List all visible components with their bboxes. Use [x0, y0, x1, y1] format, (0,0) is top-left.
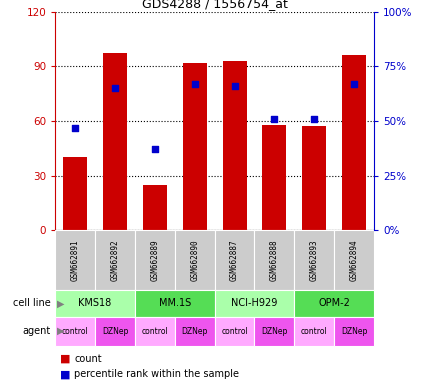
Point — [191, 81, 198, 87]
Bar — [215, 290, 294, 317]
Point — [112, 85, 119, 91]
Point — [72, 124, 79, 131]
Text: count: count — [74, 354, 102, 364]
Bar — [215, 230, 255, 290]
Bar — [55, 290, 135, 317]
Point — [151, 146, 158, 152]
Point — [351, 81, 357, 87]
Bar — [342, 55, 366, 230]
Bar — [294, 290, 374, 317]
Bar — [223, 61, 246, 230]
Bar — [135, 317, 175, 346]
Text: KMS18: KMS18 — [79, 298, 112, 308]
Point — [271, 116, 278, 122]
Text: DZNep: DZNep — [181, 327, 208, 336]
Text: agent: agent — [23, 326, 51, 336]
Bar — [262, 124, 286, 230]
Text: MM.1S: MM.1S — [159, 298, 191, 308]
Bar — [143, 185, 167, 230]
Bar — [294, 317, 334, 346]
Text: DZNep: DZNep — [261, 327, 288, 336]
Text: GSM662894: GSM662894 — [350, 239, 359, 281]
Bar — [103, 53, 127, 230]
Text: cell line: cell line — [13, 298, 51, 308]
Text: control: control — [221, 327, 248, 336]
Bar — [175, 230, 215, 290]
Text: DZNep: DZNep — [341, 327, 367, 336]
Text: ■: ■ — [60, 369, 70, 379]
Text: ▶: ▶ — [57, 298, 65, 308]
Bar — [63, 157, 87, 230]
Text: GSM662891: GSM662891 — [71, 239, 79, 281]
Text: ▶: ▶ — [57, 326, 65, 336]
Bar — [55, 317, 95, 346]
Bar — [294, 230, 334, 290]
Text: OPM-2: OPM-2 — [318, 298, 350, 308]
Title: GDS4288 / 1556754_at: GDS4288 / 1556754_at — [142, 0, 288, 10]
Bar — [215, 317, 255, 346]
Text: GSM662892: GSM662892 — [110, 239, 119, 281]
Text: GSM662887: GSM662887 — [230, 239, 239, 281]
Text: NCI-H929: NCI-H929 — [231, 298, 278, 308]
Bar — [255, 317, 294, 346]
Text: DZNep: DZNep — [102, 327, 128, 336]
Bar — [175, 317, 215, 346]
Point — [311, 116, 317, 122]
Bar — [255, 230, 294, 290]
Text: GSM662893: GSM662893 — [310, 239, 319, 281]
Bar — [95, 230, 135, 290]
Text: GSM662889: GSM662889 — [150, 239, 159, 281]
Text: ■: ■ — [60, 354, 70, 364]
Bar — [55, 230, 95, 290]
Bar — [95, 317, 135, 346]
Text: GSM662888: GSM662888 — [270, 239, 279, 281]
Bar — [135, 290, 215, 317]
Bar — [302, 126, 326, 230]
Text: control: control — [62, 327, 88, 336]
Text: GSM662890: GSM662890 — [190, 239, 199, 281]
Bar — [334, 230, 374, 290]
Text: control: control — [301, 327, 328, 336]
Bar — [183, 63, 207, 230]
Text: control: control — [142, 327, 168, 336]
Bar — [334, 317, 374, 346]
Bar — [135, 230, 175, 290]
Point — [231, 83, 238, 89]
Text: percentile rank within the sample: percentile rank within the sample — [74, 369, 239, 379]
